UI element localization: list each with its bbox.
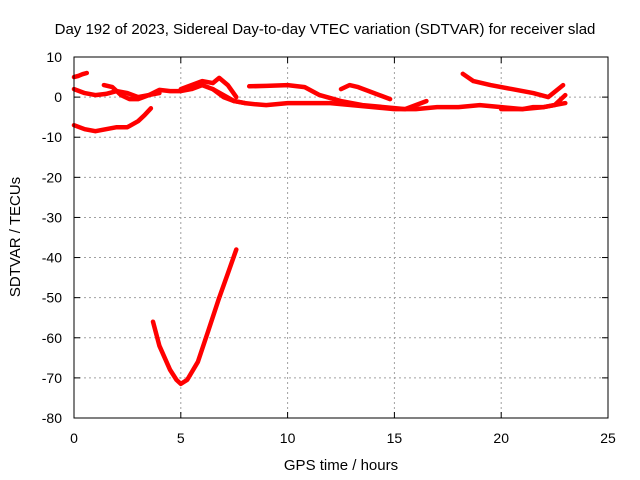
y-tick-label: -80 [42,410,62,426]
series-line-arc-1 [71,70,90,80]
y-axis-title: SDTVAR / TECUs [7,177,24,297]
series-line-arc-8 [338,82,393,102]
y-tick-label: 10 [46,49,62,65]
y-tick-label: -10 [42,129,62,145]
y-tick-label: -50 [42,290,62,306]
x-tick-label: 5 [177,430,185,446]
series-line-arc-9 [460,71,566,100]
y-tick-label: -70 [42,370,62,386]
x-tick-label: 20 [493,430,509,446]
series-line-arc-4 [71,106,154,134]
x-tick-label: 10 [280,430,296,446]
grid-lines [74,57,608,418]
chart-title: Day 192 of 2023, Sidereal Day-to-day VTE… [55,21,596,38]
y-tick-label: -60 [42,330,62,346]
x-tick-label: 0 [70,430,78,446]
y-tick-label: -40 [42,250,62,266]
series-group [71,70,568,387]
x-axis-title: GPS time / hours [284,457,398,474]
axis-ticks [73,56,609,419]
x-tick-label: 25 [600,430,616,446]
y-tick-label: -20 [42,169,62,185]
tick-labels: 0 5 10 15 20 25 -80 -70 -60 -50 -40 -30 -20 -10 0 10 [42,49,616,446]
series-line-arc-7 [246,82,429,112]
y-tick-label: 0 [54,89,62,105]
series-line-arc-5 [178,75,239,100]
series-line-arc-10 [498,92,568,112]
x-tick-label: 15 [387,430,403,446]
series-line-arc-3 [101,82,162,102]
plot-area-frame [73,56,609,419]
series-line-arc-11 [150,247,239,387]
y-tick-label: -30 [42,209,62,225]
